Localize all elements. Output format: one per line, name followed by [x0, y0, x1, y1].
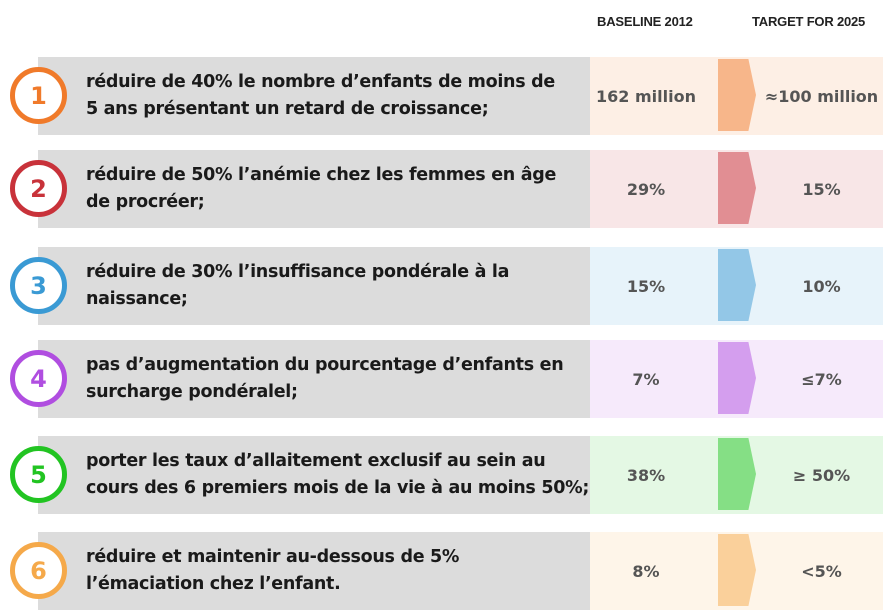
baseline-value: 8%: [632, 561, 660, 581]
target-value: ≈100 million: [764, 86, 879, 106]
goal-number: 2: [10, 160, 67, 217]
goal-text-line: réduire de 30% l’insuffisance pondérale …: [86, 262, 510, 282]
baseline-value: 38%: [626, 465, 666, 485]
goal-row: 1 réduire de 40% le nombre d’enfants de m…: [0, 57, 883, 135]
target-value: ≥ 50%: [792, 465, 851, 485]
target-value: <5%: [801, 561, 842, 581]
goal-number: 1: [10, 67, 67, 124]
arrow: [718, 342, 756, 414]
baseline-value: 15%: [626, 276, 666, 296]
goal-text: pas d’augmentation du pourcentage d’enfa…: [86, 352, 564, 406]
goal-box: [38, 340, 590, 418]
goal-row: 5 porter les taux d’allaitement exclusif …: [0, 436, 883, 514]
goal-number: 4: [10, 350, 67, 407]
goal-box: [38, 247, 590, 325]
goal-text-line: réduire de 40% le nombre d’enfants de mo…: [86, 72, 555, 92]
goal-row: 4 pas d’augmentation du pourcentage d’enf…: [0, 340, 883, 418]
goal-text-line: l’émaciation chez l’enfant.: [86, 574, 341, 594]
header-target: TARGET FOR 2025: [752, 14, 866, 29]
goal-row: 2 réduire de 50% l’anémie chez les femmes…: [0, 150, 883, 228]
arrow: [718, 534, 756, 606]
goal-text: porter les taux d’allaitement exclusif a…: [86, 448, 589, 502]
goal-text-line: porter les taux d’allaitement exclusif a…: [86, 451, 546, 471]
goal-text-line: pas d’augmentation du pourcentage d’enfa…: [86, 355, 564, 375]
goal-text: réduire de 40% le nombre d’enfants de mo…: [86, 69, 555, 123]
goal-text-line: réduire et maintenir au-dessous de 5%: [86, 547, 460, 567]
goal-box: [38, 532, 590, 610]
goal-text-line: 5 ans présentant un retard de croissance…: [86, 99, 489, 119]
arrow: [718, 152, 756, 224]
baseline-value: 162 million: [596, 86, 696, 106]
goal-box: [38, 436, 590, 514]
goal-text-line: naissance;: [86, 289, 188, 309]
goal-number: 6: [10, 542, 67, 599]
arrow: [718, 59, 756, 131]
goal-text-line: surcharge pondéralel;: [86, 382, 298, 402]
goal-text-line: réduire de 50% l’anémie chez les femmes …: [86, 165, 557, 185]
goal-box: [38, 150, 590, 228]
target-value: ≤7%: [801, 369, 842, 389]
goal-text: réduire de 50% l’anémie chez les femmes …: [86, 162, 556, 216]
goal-text: réduire de 30% l’insuffisance pondérale …: [86, 259, 509, 313]
goal-text: réduire et maintenir au-dessous de 5% l’é…: [86, 544, 459, 598]
goal-text-line: cours des 6 premiers mois de la vie à au…: [86, 478, 590, 498]
arrow: [718, 438, 756, 510]
baseline-value: 29%: [626, 179, 666, 199]
goal-number: 5: [10, 446, 67, 503]
goal-row: 6 réduire et maintenir au-dessous de 5% l’…: [0, 532, 883, 610]
target-value: 15%: [802, 179, 841, 199]
arrow: [718, 249, 756, 321]
baseline-value: 7%: [632, 369, 660, 389]
goal-box: [38, 57, 590, 135]
target-value: 10%: [802, 276, 841, 296]
goal-text-line: de procréer;: [86, 192, 205, 212]
goal-row: 3 réduire de 30% l’insuffisance pondérale…: [0, 247, 883, 325]
goal-number: 3: [10, 257, 67, 314]
header-baseline: BASELINE 2012: [597, 14, 693, 29]
